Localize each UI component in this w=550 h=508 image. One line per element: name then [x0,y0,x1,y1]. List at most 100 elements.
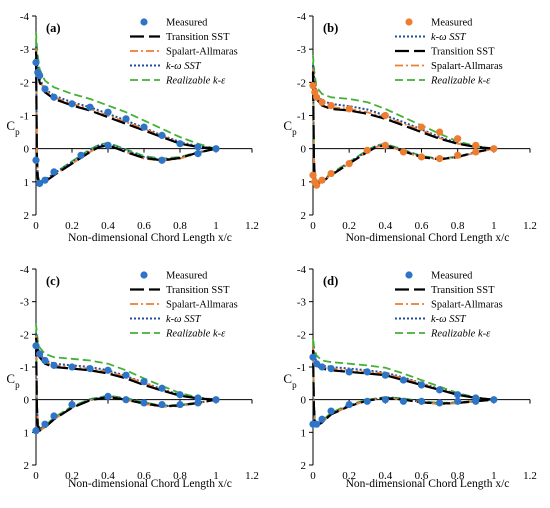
measured-point [32,58,40,67]
x-tick-label: 1.2 [245,470,259,482]
measured-point [194,143,202,151]
measured-point [158,384,166,392]
measured-point [399,397,408,405]
legend-marker-measured [405,18,413,26]
measured-point [86,103,94,111]
panel-label: (b) [323,21,338,35]
legend-label: Realizable k-ε [430,76,491,87]
legend-label: Transition SST [166,32,230,43]
measured-point [363,146,371,154]
measured-point [140,378,148,386]
measured-point [417,153,426,161]
legend-marker-measured [140,271,148,279]
x-axis-title: Non-dimensional Chord Length x/c [346,232,510,244]
legend-label: Measured [431,271,473,282]
x-tick-label: 0.4 [378,220,392,232]
legend: Measured k-ω SST Transition SST Spalart-All… [395,18,503,87]
y-tick-label: 2 [301,210,307,222]
measured-point [399,376,408,384]
y-tick-label: -1 [297,362,306,374]
measured-point [309,353,317,361]
measured-point [318,415,326,423]
measured-point [158,131,166,139]
y-axis-title: Cp [283,118,297,137]
legend-label: k-ω SST [431,314,467,325]
measured-point [104,392,112,400]
measured-point [318,363,326,371]
measured-point [50,412,58,420]
y-tick-label: 0 [24,395,30,407]
measured-point [327,169,335,178]
y-tick-label: -2 [297,77,306,89]
measured-point [122,371,130,379]
measured-point [454,397,462,405]
y-tick-label: 0 [301,144,307,156]
measured-point [50,93,58,101]
y-tick-label: -4 [297,264,307,276]
measured-point [32,427,40,435]
series-line-spalart-allmaras [35,333,217,432]
measured-point [318,98,326,106]
legend-label: Measured [166,271,208,282]
y-tick-label: -3 [297,44,307,56]
y-tick-label: 1 [24,177,30,189]
measured-point [454,391,462,399]
measured-point [345,159,353,168]
y-tick-label: 2 [24,210,30,222]
measured-point [399,148,408,156]
x-tick-label: 1.2 [245,220,259,232]
x-tick-label: 0.4 [378,470,392,482]
legend-label: Spalart-Allmaras [431,300,503,311]
measured-point [50,168,58,176]
measured-point [435,155,444,163]
measured-point [140,399,148,407]
legend-label: k-ω SST [431,32,467,43]
series-line-spalart-allmaras [312,346,494,427]
measured-point [381,111,389,120]
measured-point [212,145,220,153]
measured-point [309,82,317,90]
measured-point [122,115,130,123]
measured-point [36,350,44,358]
measured-point [345,400,353,409]
measured-point [68,100,76,108]
y-tick-label: -1 [20,362,29,374]
measured-point [381,371,389,379]
measured-point [32,156,40,164]
measured-point [41,176,49,184]
measured-point [176,391,184,399]
measured-point [68,363,76,371]
legend: Measured Transition SST Spalart-Allmaras k-… [130,271,238,340]
legend-label: Spalart-Allmaras [166,300,238,311]
x-tick-label: 0.8 [451,470,465,482]
measured-point [327,407,335,415]
measured-point [176,400,184,409]
y-tick-label: -3 [20,44,30,56]
measured-point [313,181,321,189]
y-tick-label: -4 [297,11,307,23]
measured-point [381,141,389,149]
legend-label: Transition SST [166,285,230,296]
legend-label: k-ω SST [166,61,202,72]
x-tick-label: 0.2 [65,470,79,482]
x-tick-label: 0.2 [65,220,79,232]
measured-point [313,420,321,428]
x-tick-label: 0.8 [173,220,187,232]
measured-point [36,72,44,80]
y-tick-label: -3 [20,297,30,309]
legend-label: Realizable k-ε [430,329,491,340]
measured-point [490,145,498,153]
measured-point [327,101,335,110]
y-tick-label: -2 [20,329,29,341]
measured-point [50,361,58,369]
x-tick-label: 1.2 [523,220,537,232]
measured-point [122,396,130,404]
x-tick-label: 0.4 [101,220,115,232]
panel-label: (c) [46,274,60,288]
measured-point [472,141,480,149]
y-tick-label: 0 [301,395,307,407]
measured-point [490,396,498,404]
